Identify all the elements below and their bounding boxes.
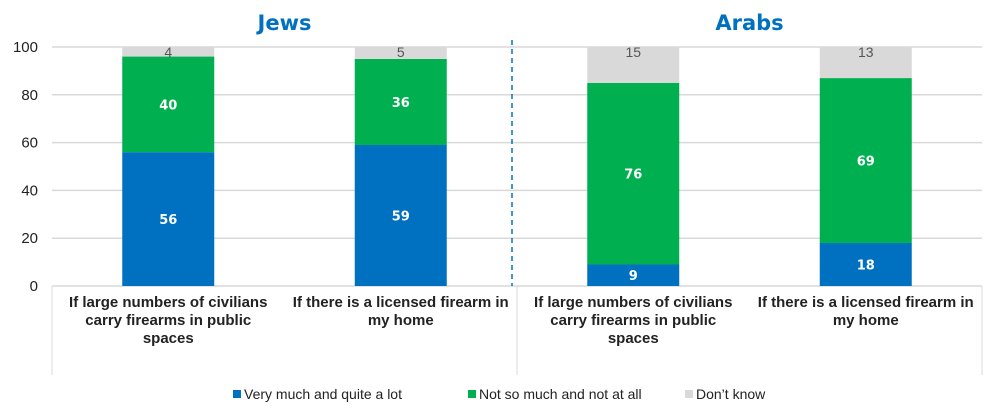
category-label: spaces — [143, 330, 194, 347]
category-label: If there is a licensed firearm in — [293, 294, 509, 311]
bar-segment — [122, 56, 215, 153]
category-label: If large numbers of civilians — [534, 294, 732, 311]
bar-segment — [354, 47, 447, 59]
category-label: If there is a licensed firearm in — [758, 294, 974, 311]
legend-swatch — [233, 390, 241, 398]
y-tick-label: 60 — [21, 135, 38, 152]
data-label: 13 — [858, 44, 874, 60]
panel-title: Arabs — [715, 11, 783, 35]
data-label: 36 — [392, 96, 410, 111]
bar-segment — [354, 58, 447, 145]
bar-segment — [819, 47, 912, 79]
legend-label: Very much and quite a lot — [244, 386, 402, 402]
data-label: 56 — [159, 213, 177, 228]
legend-label: Not so much and not at all — [479, 386, 642, 402]
category-label: spaces — [608, 330, 659, 347]
y-tick-label: 20 — [21, 230, 38, 247]
legend-swatch — [468, 390, 476, 398]
category-label: carry firearms in public — [550, 312, 716, 329]
category-label: my home — [368, 312, 434, 329]
bar-segment — [122, 47, 215, 57]
y-tick-label: 0 — [30, 278, 38, 295]
bar-segment — [354, 144, 447, 286]
legend-label: Don’t know — [696, 386, 766, 402]
bar-segment — [587, 82, 680, 265]
legend-swatch — [685, 390, 693, 398]
data-label: 18 — [857, 258, 875, 273]
y-tick-label: 100 — [13, 39, 38, 56]
data-label: 59 — [392, 209, 410, 224]
category-label: If large numbers of civilians — [69, 294, 267, 311]
bar-segment — [819, 242, 912, 286]
y-tick-label: 80 — [21, 87, 38, 104]
data-label: 69 — [857, 155, 875, 170]
bar-segment — [819, 78, 912, 243]
data-label: 40 — [159, 98, 177, 113]
category-label: carry firearms in public — [85, 312, 251, 329]
bar-segment — [122, 152, 215, 286]
category-label: my home — [833, 312, 899, 329]
bar-segment — [587, 264, 680, 286]
data-label: 9 — [629, 269, 638, 284]
data-label: 76 — [624, 168, 642, 183]
data-label: 4 — [164, 44, 172, 60]
data-label: 5 — [397, 44, 405, 60]
bar-segment — [587, 47, 680, 83]
panel-title: Jews — [256, 11, 312, 35]
y-tick-label: 40 — [21, 182, 38, 199]
data-label: 15 — [625, 44, 641, 60]
